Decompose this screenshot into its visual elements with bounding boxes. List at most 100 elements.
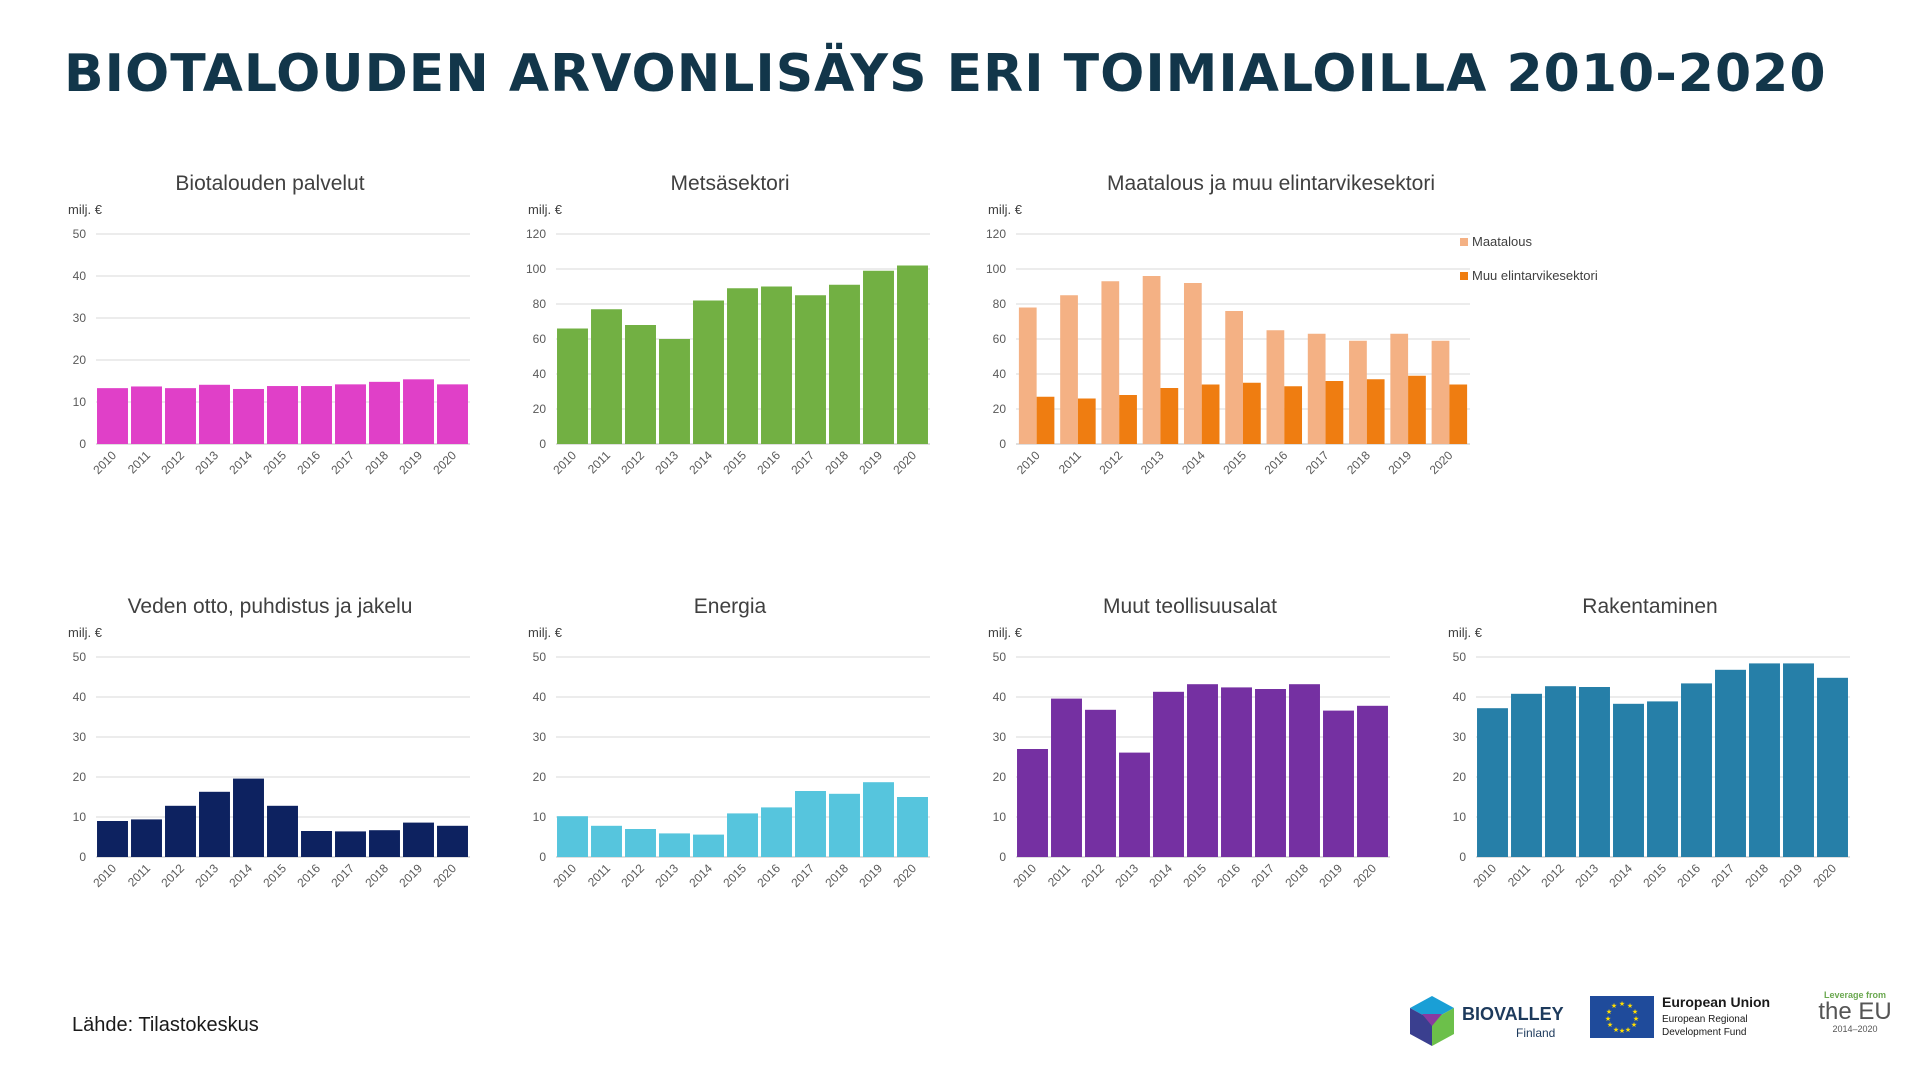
- y-tick-label: 40: [1453, 690, 1467, 704]
- leverage-line3: 2014–2020: [1832, 1024, 1878, 1034]
- y-tick-label: 50: [73, 650, 87, 664]
- x-tick-label: 2011: [585, 448, 613, 476]
- x-tick-label: 2010: [1010, 861, 1039, 890]
- bar: [369, 381, 400, 444]
- legend-swatch: [1460, 272, 1468, 280]
- x-tick-label: 2017: [328, 861, 357, 890]
- chart-title: Energia: [693, 595, 767, 618]
- x-tick-label: 2014: [226, 448, 255, 477]
- y-axis-label: milj. €: [1448, 625, 1483, 640]
- bar: [557, 328, 588, 444]
- x-tick-label: 2016: [754, 861, 783, 890]
- bar: [863, 782, 894, 857]
- legend-label: Maatalous: [1472, 234, 1532, 249]
- bar: [1187, 684, 1218, 857]
- leverage-eu-logo: Leverage from the EU 2014–2020: [1810, 980, 1900, 1050]
- svg-text:★: ★: [1613, 1026, 1619, 1034]
- bar: [199, 791, 230, 857]
- y-tick-label: 10: [1453, 810, 1467, 824]
- chart-palvelut: Biotalouden palvelut milj. € 0 10 20 30 40 50 2…: [60, 172, 480, 552]
- x-tick-label: 2011: [585, 861, 613, 889]
- bar: [761, 286, 792, 444]
- y-tick-label: 40: [73, 690, 87, 704]
- eu-flag-icon: ★ ★ ★ ★ ★ ★ ★ ★ ★ ★ ★ ★: [1590, 996, 1654, 1038]
- x-tick-label: 2018: [362, 448, 391, 477]
- x-tick-label: 2010: [90, 861, 119, 890]
- y-tick-label: 0: [999, 437, 1006, 451]
- bar: [1511, 693, 1542, 857]
- x-tick-label: 2013: [652, 448, 681, 477]
- bar: [1201, 384, 1220, 444]
- chart-energia: Energia milj. €0 10 20 30 40 50 2010 2011 2012 20…: [520, 595, 940, 965]
- y-tick-label: 40: [533, 367, 547, 381]
- bar: [199, 384, 230, 444]
- bar: [863, 270, 894, 444]
- svg-text:★: ★: [1611, 1002, 1617, 1010]
- bar: [437, 825, 468, 857]
- bar: [727, 288, 758, 444]
- bar: [1284, 386, 1303, 444]
- x-tick-label: 2020: [1427, 448, 1456, 477]
- biovalley-name: BIOVALLEY: [1462, 1004, 1564, 1024]
- chart-vesi: Veden otto, puhdistus ja jakelu milj. € 0…: [60, 595, 480, 965]
- y-tick-label: 50: [1453, 650, 1467, 664]
- x-tick-label: 2011: [1505, 861, 1533, 889]
- x-tick-label: 2017: [1303, 448, 1332, 477]
- chart-title: Muut teollisuusalat: [1103, 595, 1277, 618]
- bar: [1183, 283, 1202, 444]
- bar: [1077, 398, 1096, 444]
- chart-title: Metsäsektori: [670, 172, 790, 195]
- biovalley-logo: BIOVALLEY Finland: [1404, 992, 1574, 1050]
- bar: [1715, 669, 1746, 857]
- bar: [1289, 684, 1320, 857]
- x-tick-label: 2015: [260, 861, 289, 890]
- x-tick-label: 2012: [158, 448, 187, 477]
- bar: [1221, 687, 1252, 857]
- x-tick-label: 2017: [1708, 861, 1737, 890]
- bar: [795, 791, 826, 857]
- y-tick-label: 0: [79, 850, 86, 864]
- y-tick-label: 30: [533, 730, 547, 744]
- x-tick-label: 2014: [686, 448, 715, 477]
- chart-title: Biotalouden palvelut: [175, 172, 365, 195]
- y-tick-label: 20: [73, 353, 87, 367]
- y-axis-label: milj. €: [988, 625, 1023, 640]
- bar: [1408, 375, 1426, 444]
- x-tick-label: 2012: [1078, 861, 1107, 890]
- bar: [1255, 689, 1286, 857]
- bar: [1101, 281, 1120, 444]
- bar: [335, 831, 366, 857]
- bar: [233, 778, 264, 857]
- bar: [897, 797, 928, 857]
- bar: [1681, 683, 1712, 857]
- y-axis-label: milj. €: [988, 202, 1023, 217]
- chart-muut: Muut teollisuusalat milj. € 0 10 20 30 40 50 20…: [980, 595, 1400, 965]
- svg-text:★: ★: [1619, 1000, 1625, 1008]
- y-tick-label: 0: [999, 850, 1006, 864]
- y-axis-label: milj. €: [68, 202, 103, 217]
- x-tick-label: 2013: [652, 861, 681, 890]
- y-tick-label: 0: [79, 437, 86, 451]
- y-axis-label: milj. €: [528, 202, 563, 217]
- bar: [403, 822, 434, 857]
- x-tick-label: 2012: [618, 861, 647, 890]
- x-tick-label: 2020: [890, 861, 919, 890]
- y-tick-label: 60: [993, 332, 1007, 346]
- bar: [1119, 395, 1137, 444]
- x-tick-label: 2012: [158, 861, 187, 890]
- x-tick-label: 2010: [550, 448, 579, 477]
- leverage-line1: Leverage from: [1823, 990, 1887, 1000]
- bar: [301, 386, 332, 444]
- y-tick-label: 60: [533, 332, 547, 346]
- x-tick-label: 2015: [1180, 861, 1209, 890]
- x-tick-label: 2019: [396, 861, 425, 890]
- bar: [165, 388, 196, 444]
- y-tick-label: 10: [533, 810, 547, 824]
- eu-logo: ★ ★ ★ ★ ★ ★ ★ ★ ★ ★ ★ ★ European Union European …: [1590, 990, 1780, 1040]
- x-tick-label: 2020: [1350, 861, 1379, 890]
- bar: [1579, 687, 1610, 857]
- bar: [1307, 333, 1326, 444]
- x-tick-label: 2014: [1179, 448, 1208, 477]
- bar: [1749, 663, 1780, 857]
